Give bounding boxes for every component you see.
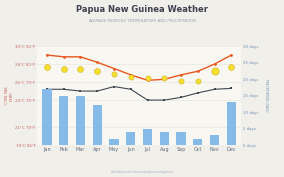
Bar <box>126 132 135 145</box>
Text: AVERAGE MONTHLY TEMPERATURE AND PRECIPITATION: AVERAGE MONTHLY TEMPERATURE AND PRECIPIT… <box>88 19 196 24</box>
Y-axis label: °C MIN, MAX
(TEMP): °C MIN, MAX (TEMP) <box>5 86 14 105</box>
Point <box>196 79 200 82</box>
Bar <box>59 96 68 145</box>
Bar <box>193 139 202 145</box>
Point <box>112 73 116 76</box>
Bar <box>160 132 169 145</box>
Point <box>179 79 183 82</box>
Point <box>212 69 217 72</box>
Bar <box>210 135 219 145</box>
Bar <box>109 139 119 145</box>
Bar <box>93 105 102 145</box>
Y-axis label: PRECIPITATION (DAYS): PRECIPITATION (DAYS) <box>264 79 268 112</box>
Bar <box>227 102 236 145</box>
Point <box>145 77 150 80</box>
Point <box>229 66 234 69</box>
Point <box>162 77 167 80</box>
Point <box>78 68 83 71</box>
Bar <box>42 89 52 145</box>
Point <box>45 66 49 69</box>
Text: hikerbay.com/climate/papuanewguinea: hikerbay.com/climate/papuanewguinea <box>111 170 173 175</box>
Bar <box>143 129 152 145</box>
Point <box>95 69 99 72</box>
Bar <box>176 132 186 145</box>
Text: Papua New Guinea Weather: Papua New Guinea Weather <box>76 5 208 14</box>
Bar <box>76 96 85 145</box>
Point <box>128 76 133 79</box>
Point <box>61 68 66 71</box>
